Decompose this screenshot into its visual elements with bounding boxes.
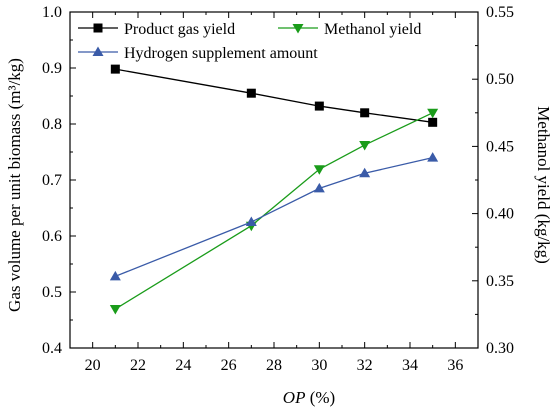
data-point (427, 152, 439, 162)
y-tick-label: 0.8 (42, 116, 62, 133)
y2-tick-label: 0.50 (486, 71, 514, 88)
data-point (110, 64, 120, 74)
y2-tick-label: 0.40 (486, 206, 514, 223)
data-point (427, 108, 439, 119)
plot-frame (69, 11, 479, 349)
data-point (314, 101, 324, 111)
y-tick-label: 0.7 (42, 172, 62, 189)
axes: 20 22 24 26 28 30 32 34 36 0.4 0.5 0.6 0.7 0.8 0.9 1.0 0… (42, 4, 514, 374)
y-axis-title: Gas volume per unit biomass (m³/kg) (5, 58, 24, 312)
x-tick-label: 30 (311, 357, 327, 374)
x-tick-label: 24 (175, 357, 191, 374)
x-tick-label: 28 (266, 357, 282, 374)
data-point (428, 117, 438, 127)
y-tick-label: 1.0 (42, 4, 62, 21)
data-point (109, 305, 121, 315)
y-tick-label: 0.5 (42, 284, 62, 301)
data-point (109, 270, 121, 281)
data-point (245, 216, 257, 226)
legend-marker (93, 23, 103, 33)
y-tick-label: 0.6 (42, 228, 62, 245)
x-axis-title-unit: (%) (305, 388, 335, 407)
legend-label: Product gas yield (124, 21, 235, 38)
series-line (115, 156, 433, 277)
y2-tick-label: 0.30 (486, 340, 514, 357)
data-point (313, 182, 325, 193)
legend: Product gas yield Methanol yield Hydrogen … (78, 21, 421, 62)
x-tick-label: 36 (447, 357, 463, 374)
data-point (313, 165, 325, 175)
data-point (359, 167, 371, 178)
x-tick-label: 34 (402, 357, 418, 374)
y-tick-label: 0.4 (42, 340, 62, 357)
x-tick-label: 26 (221, 357, 237, 374)
x-tick-label: 22 (130, 357, 146, 374)
x-axis-title: OP (%) (283, 388, 335, 407)
x-axis-title-italic: OP (283, 388, 306, 407)
series-line (115, 68, 433, 123)
legend-marker (92, 46, 104, 56)
data-point (360, 108, 370, 118)
legend-marker (292, 24, 304, 34)
legend-label: Hydrogen supplement amount (124, 45, 318, 62)
x-tick-label: 32 (357, 357, 373, 374)
data-point (246, 88, 256, 98)
y2-tick-label: 0.55 (486, 4, 514, 21)
plot-series (109, 64, 439, 315)
legend-label: Methanol yield (324, 21, 421, 38)
y-tick-label: 0.9 (42, 60, 62, 77)
y2-tick-label: 0.35 (486, 273, 514, 290)
x-tick-label: 20 (85, 357, 101, 374)
data-point (359, 141, 371, 151)
y2-tick-label: 0.45 (486, 138, 514, 155)
y2-axis-title: Methanol yield (kg/kg) (534, 106, 550, 264)
